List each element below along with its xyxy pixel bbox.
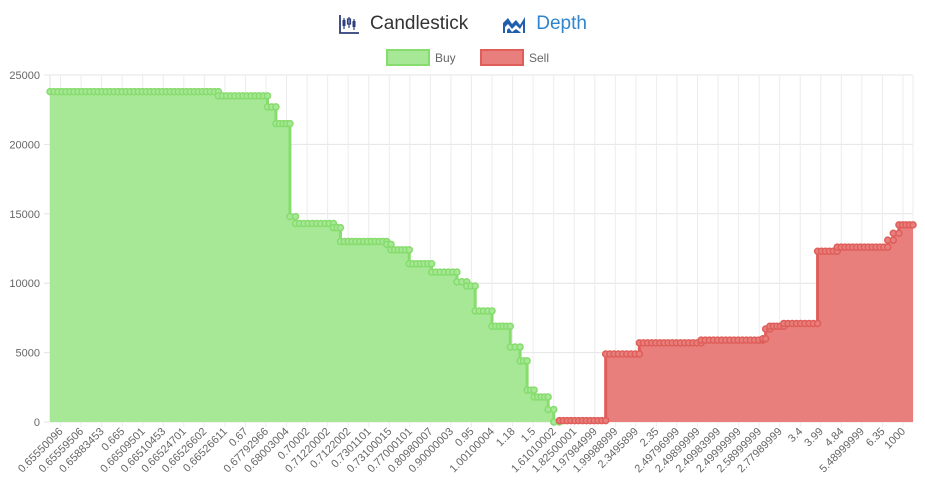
series-point-buy	[471, 282, 479, 290]
series-point-buy	[516, 343, 524, 351]
series-point-buy	[427, 260, 436, 268]
series-point-buy	[488, 307, 496, 315]
series-point-sell	[883, 243, 892, 251]
depth-chart-icon	[502, 14, 526, 34]
series-point-buy	[263, 92, 272, 100]
series-point-sell	[635, 350, 644, 358]
legend-swatch-sell	[480, 49, 524, 66]
y-tick-label: 15000	[9, 209, 40, 221]
legend-label-buy: Buy	[435, 51, 456, 65]
series-point-buy	[405, 246, 413, 254]
series-point-buy	[286, 119, 294, 128]
tab-candlestick-label: Candlestick	[370, 13, 469, 34]
chart-view-tabs: Candlestick Depth	[0, 10, 925, 38]
tab-depth-label: Depth	[536, 13, 587, 34]
series-point-sell	[889, 236, 898, 244]
series-point-sell	[895, 229, 903, 237]
series-point-buy	[336, 223, 345, 232]
series-point-sell	[813, 319, 822, 328]
series-point-buy	[544, 393, 552, 401]
series-area-sell	[559, 224, 913, 422]
x-tick-label: 1.18	[494, 426, 518, 450]
series-point-buy	[506, 322, 515, 330]
y-tick-label: 10000	[9, 278, 40, 290]
series-point-sell	[761, 334, 770, 343]
series-point-buy	[272, 103, 280, 111]
y-tick-label: 5000	[16, 348, 40, 360]
series-point-sell	[601, 416, 610, 425]
tab-depth[interactable]: Depth	[502, 10, 587, 38]
y-tick-label: 20000	[9, 139, 40, 151]
y-tick-label: 0	[34, 417, 40, 429]
series-point-buy	[291, 212, 300, 221]
legend-swatch-buy	[386, 49, 430, 66]
series-line-buy	[50, 90, 560, 424]
tab-candlestick[interactable]: Candlestick	[338, 10, 468, 38]
legend-label-sell: Sell	[529, 51, 549, 65]
series-point-buy	[530, 386, 538, 394]
series-area-buy	[50, 91, 560, 422]
series-point-buy	[453, 268, 461, 276]
candlestick-chart-icon	[338, 14, 360, 34]
series-point-buy	[550, 405, 558, 414]
x-tick-label: 1000	[882, 426, 908, 452]
y-tick-label: 25000	[9, 70, 40, 82]
x-tick-label: 3.99	[802, 426, 826, 450]
series-point-buy	[523, 357, 531, 365]
series-point-sell	[909, 221, 917, 229]
